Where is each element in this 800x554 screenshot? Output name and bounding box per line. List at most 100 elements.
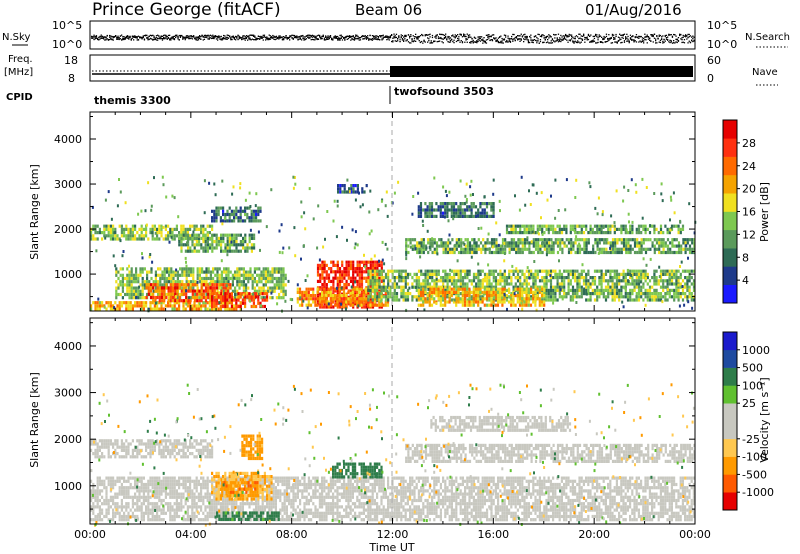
data-cell [193,233,196,237]
data-cell [518,287,522,291]
nsky-point [617,40,620,42]
nsky-point [305,38,308,40]
nsky-point [435,34,437,37]
nsky-point [230,39,232,41]
nsky-point [502,42,504,44]
nsky-point [465,35,467,38]
data-cell [193,299,197,303]
data-cell [405,250,408,255]
nsky-point [173,38,176,41]
data-cell [365,292,368,296]
data-cell [380,267,383,271]
nsky-point [487,36,489,38]
data-cell [404,279,407,283]
data-cell [228,233,231,237]
data-cell [462,247,465,251]
data-cell [206,233,209,237]
nsky-point [415,40,417,42]
data-cell [184,236,187,240]
data-cell [411,295,414,299]
data-cell [510,303,513,307]
data-cell [139,296,142,300]
nsky-point [412,40,414,42]
data-cell [461,297,464,301]
data-cell [191,307,194,311]
data-cell [112,234,115,238]
data-cell [426,294,429,298]
nsky-point [253,35,255,37]
data-cell [437,279,440,283]
data-cell [466,290,469,294]
nsky-point [112,39,114,41]
data-cell [130,283,133,287]
nsky-point [395,33,398,35]
data-cell [457,287,460,291]
data-cell [378,282,381,286]
data-cell [431,244,434,248]
data-cell [435,287,438,291]
data-cell [224,301,227,305]
data-cell [378,276,381,280]
data-cell [358,267,361,271]
data-cell [109,301,112,305]
nsky-point [262,39,264,41]
data-cell [176,296,179,300]
data-cell [200,286,203,290]
nsky-point [608,34,610,36]
data-cell [380,279,383,283]
nsky-point [679,34,681,37]
data-cell [336,267,339,271]
data-cell [298,303,302,307]
data-cell [446,290,449,294]
nsky-point [247,35,249,37]
data-cell [305,297,308,301]
data-cell [226,209,229,213]
data-cell [341,263,344,267]
data-cell [132,276,135,281]
data-cell [229,270,232,274]
data-cell [168,273,171,277]
data-cell [642,276,645,280]
data-cell [141,270,144,274]
nsky-point [256,38,258,40]
nsky-point [386,36,388,38]
data-cell [200,289,203,293]
nsky-point [419,41,422,44]
nsky-point [231,35,233,38]
data-cell [233,304,236,308]
nsky-point [557,41,560,43]
data-cell [262,273,265,277]
data-cell [182,231,185,235]
data-cell [635,276,638,280]
data-cell [207,292,210,296]
data-cell [490,290,493,294]
nsky-point [122,37,124,40]
data-cell [231,249,234,253]
data-cell [193,243,196,247]
nsky-point [344,39,346,41]
data-cell [518,300,522,304]
data-cell [262,283,265,287]
nsky-point [645,39,647,41]
data-cell [176,289,179,293]
nsky-point [614,37,616,39]
data-cell [642,292,645,296]
nsky-point [506,40,508,42]
data-cell [269,286,272,290]
nsky-point [413,36,416,38]
nsky-point [659,39,662,41]
nsky-point [158,37,160,40]
data-cell [503,279,506,283]
data-cell [316,303,319,307]
data-cell [536,297,539,301]
nsky-point [399,38,401,40]
nsky-point [663,41,665,44]
data-cell [200,231,203,235]
data-cell [369,276,372,280]
data-cell [140,224,143,228]
nsky-point [311,38,314,41]
data-cell [514,303,517,307]
data-cell [248,292,251,296]
data-cell [250,212,253,217]
date-label: 01/Aug/2016 [585,1,682,19]
